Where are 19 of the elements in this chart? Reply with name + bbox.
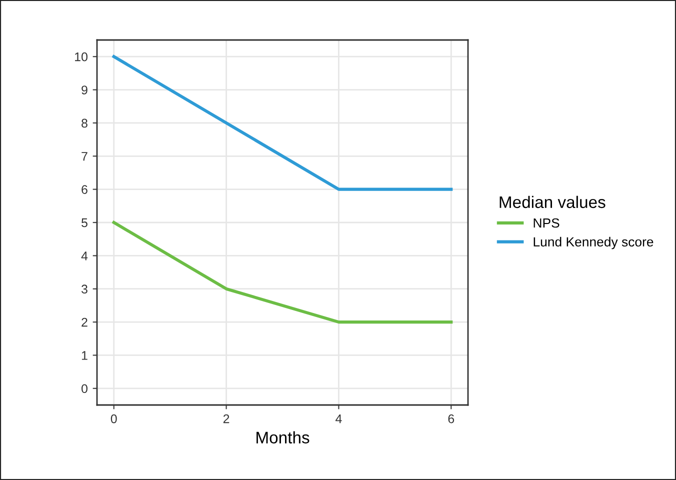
x-tick-label: 6: [448, 414, 454, 424]
x-tick-label: 2: [223, 414, 230, 424]
y-tick-label: 10: [75, 52, 88, 62]
legend-label: NPS: [534, 218, 560, 228]
y-tick-label: 0: [82, 384, 88, 394]
y-tick-label: 2: [82, 318, 88, 327]
y-tick-label: 4: [81, 252, 88, 260]
y-tick-label: 6: [82, 185, 88, 194]
legend-title: Median values: [500, 196, 606, 208]
x-tick-label: 4: [336, 414, 342, 424]
y-tick-label: 1: [82, 351, 88, 360]
y-tick-label: 5: [82, 218, 88, 228]
y-tick-label: 3: [82, 284, 88, 294]
x-tick-label: 0: [110, 414, 117, 424]
y-tick-label: 9: [82, 86, 88, 94]
x-axis-title: Months: [256, 431, 310, 444]
y-tick-label: 7: [82, 152, 88, 161]
y-tick-label: 8: [82, 118, 88, 128]
legend-label: Lund Kennedy score: [534, 236, 654, 250]
